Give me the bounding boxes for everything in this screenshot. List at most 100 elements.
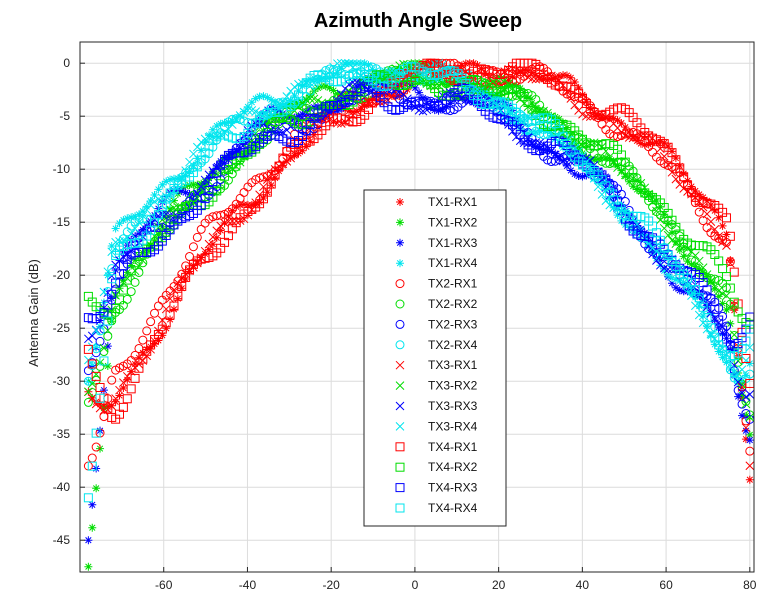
data-point — [84, 387, 93, 397]
data-point — [224, 216, 233, 226]
data-point — [667, 279, 676, 288]
data-point — [192, 189, 202, 199]
data-point — [146, 317, 156, 327]
data-point — [519, 70, 529, 79]
legend-entry: TX4-RX3 — [395, 481, 478, 495]
data-point — [239, 187, 249, 197]
data-point — [91, 326, 101, 335]
axes-box — [79, 41, 755, 573]
data-point — [667, 228, 676, 237]
data-point — [138, 207, 147, 216]
data-point — [259, 120, 268, 129]
data-point — [107, 264, 117, 274]
data-point — [718, 325, 728, 335]
data-point — [702, 285, 712, 295]
data-point — [515, 67, 525, 77]
data-point — [103, 361, 112, 370]
data-point — [278, 98, 288, 107]
data-point — [119, 216, 128, 225]
data-point — [92, 343, 101, 352]
data-point — [87, 359, 97, 369]
legend-entry: TX3-RX1 — [395, 358, 478, 372]
data-point — [520, 66, 529, 75]
data-point — [745, 412, 755, 422]
legend-label: TX1-RX1 — [428, 195, 478, 209]
legend-label: TX3-RX1 — [428, 358, 478, 372]
data-point — [142, 205, 152, 215]
y-tick-label: -5 — [59, 109, 70, 123]
data-point — [745, 475, 754, 484]
series-TX4-RX4 — [83, 61, 755, 503]
data-point — [566, 94, 576, 103]
data-point — [745, 461, 755, 471]
data-point — [687, 291, 696, 301]
data-point — [84, 334, 93, 344]
data-point — [722, 305, 731, 314]
data-point — [360, 59, 369, 68]
data-point — [741, 399, 751, 409]
data-point — [126, 384, 136, 394]
data-point — [531, 74, 541, 84]
data-point — [671, 154, 680, 163]
data-point — [345, 107, 354, 116]
x-tick-label: 80 — [743, 578, 757, 592]
data-point — [675, 286, 684, 295]
data-point — [710, 304, 720, 314]
data-point — [142, 326, 152, 336]
data-point — [193, 188, 202, 197]
data-point — [305, 94, 315, 103]
data-point — [88, 523, 97, 532]
data-point — [698, 263, 708, 272]
data-point — [333, 59, 342, 68]
data-point — [169, 305, 178, 314]
legend-entry: TX2-RX2 — [395, 297, 478, 311]
chart-title: Azimuth Angle Sweep — [314, 10, 522, 32]
data-point — [465, 96, 475, 106]
data-point — [115, 385, 124, 395]
data-point — [204, 185, 214, 195]
data-point — [555, 114, 564, 123]
data-point — [134, 218, 144, 227]
data-point — [138, 335, 148, 345]
legend-label: TX2-RX2 — [428, 297, 478, 311]
data-point — [138, 211, 148, 221]
data-point — [294, 149, 303, 158]
data-point — [605, 152, 615, 162]
data-point — [115, 391, 124, 400]
data-point — [131, 212, 140, 221]
data-point — [196, 137, 206, 147]
data-point — [570, 100, 580, 110]
data-point — [383, 66, 393, 76]
data-point — [617, 119, 626, 128]
data-point — [694, 207, 704, 217]
data-point — [328, 64, 338, 74]
data-point — [733, 376, 743, 386]
data-point — [173, 189, 182, 198]
data-point — [605, 200, 615, 210]
data-point — [282, 92, 292, 101]
data-point — [725, 257, 735, 267]
data-point — [181, 188, 190, 197]
data-point — [527, 74, 537, 84]
data-point — [103, 316, 113, 326]
x-tick-label: 40 — [576, 578, 590, 592]
data-point — [702, 313, 712, 323]
data-point — [496, 80, 505, 89]
data-point — [216, 221, 226, 231]
data-point — [169, 203, 179, 213]
data-point — [655, 215, 665, 225]
data-point — [122, 294, 132, 304]
data-point — [95, 382, 105, 392]
data-point — [91, 371, 101, 381]
data-point — [659, 152, 669, 161]
data-point — [153, 301, 163, 311]
data-point — [348, 107, 357, 116]
data-point — [741, 392, 751, 402]
legend-label: TX2-RX1 — [428, 277, 478, 291]
legend-entry: TX2-RX3 — [395, 317, 478, 331]
data-point — [88, 500, 97, 509]
data-point — [613, 161, 622, 170]
legend-label: TX3-RX3 — [428, 399, 478, 413]
data-point — [725, 231, 735, 241]
data-point — [271, 173, 280, 182]
